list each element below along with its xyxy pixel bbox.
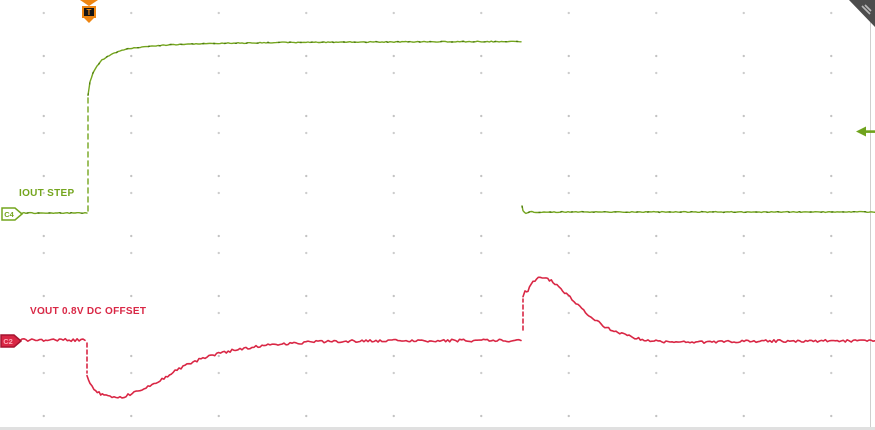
- trigger-arrow-icon: [80, 0, 98, 6]
- trigger-arrow-tip-icon: [84, 18, 94, 23]
- iout-step-label: IOUT STEP: [19, 188, 75, 199]
- c4-badge-label: C4: [4, 210, 14, 219]
- vout-trace: [15, 337, 86, 343]
- corner-clip-icon: [861, 4, 872, 15]
- bottom-border: [0, 427, 875, 430]
- iout-step-trace-texture: [87, 40, 522, 96]
- c4-badge-shape: [1, 207, 24, 221]
- right-border: [870, 0, 871, 428]
- iout-step-trace: [87, 40, 522, 96]
- iout-step-trace-texture: [15, 211, 88, 215]
- trigger-badge: T: [82, 6, 96, 18]
- vout-trace: [522, 276, 875, 344]
- c2-badge-label: C2: [3, 337, 13, 346]
- corner-peel[interactable]: [849, 0, 875, 27]
- vout-label: VOUT 0.8V DC OFFSET: [30, 306, 147, 317]
- trigger-marker[interactable]: T: [80, 0, 98, 23]
- vout-trace: [86, 338, 522, 399]
- channel-badge-c2[interactable]: C2: [0, 334, 23, 348]
- iout-step-trace: [521, 205, 875, 215]
- channel-badge-c4[interactable]: C4: [1, 207, 24, 221]
- c2-badge-shape: [0, 334, 23, 348]
- corner-fold-shape: [849, 0, 875, 27]
- trigger-level-arrow[interactable]: [856, 125, 875, 138]
- trigger-label: T: [86, 7, 92, 17]
- level-arrow-icon: [856, 126, 866, 137]
